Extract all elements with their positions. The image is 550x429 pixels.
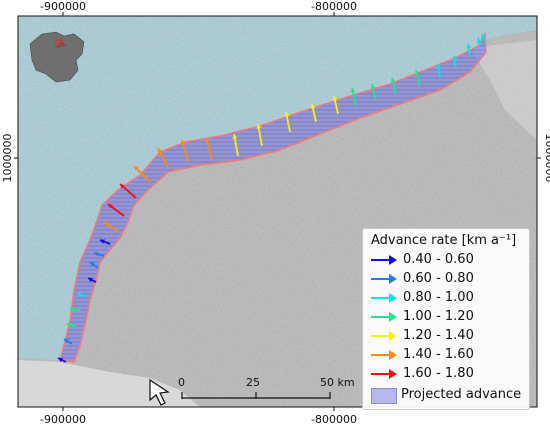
advance-arrow [89,261,99,269]
advance-arrow [107,203,125,217]
advance-arrow [204,137,213,161]
legend-arrow-icon [371,255,397,265]
advance-arrow [350,87,357,107]
legend-arrow-icon [371,369,397,379]
legend-item-label: 1.60 - 1.80 [403,366,474,381]
scale-label-0: 0 [178,376,185,389]
advance-arrow [66,322,77,328]
legend-item: 0.80 - 1.00 [363,289,523,308]
advance-arrow [133,165,151,183]
legend-item: 1.40 - 1.60 [363,346,523,365]
ice-front-line [73,51,487,363]
legend-item: 0.40 - 0.60 [363,251,523,270]
legend-title: Advance rate [km a⁻¹] [371,233,517,248]
advance-arrows [57,33,486,363]
legend-item-label: 1.20 - 1.40 [403,328,474,343]
advance-arrow [87,277,97,283]
legend-item: 1.00 - 1.20 [363,308,523,327]
advance-arrow [466,43,472,57]
advance-arrow [76,292,87,298]
y-tick-right: 1000000 [543,134,550,183]
legend-arrow-icon [371,312,397,322]
north-arrow-icon [149,378,170,406]
advance-arrow [99,239,111,245]
x-tick-top-0: -900000 [40,0,86,13]
advance-arrow [57,357,67,363]
advance-arrow [63,338,73,345]
scale-label-50: 50 km [320,376,355,389]
advance-arrow [232,133,239,157]
legend-item: 1.20 - 1.40 [363,327,523,346]
x-tick-top-1: -800000 [311,0,357,13]
x-tick-bottom-1: -800000 [311,413,357,426]
x-ticks-bottom: -900000 -800000 [40,407,357,426]
advance-arrow [452,55,458,69]
projected-advance-swatch [371,388,397,404]
legend-arrow-icon [371,331,397,341]
advance-arrow [370,83,377,101]
legend: Advance rate [km a⁻¹] 0.40 - 0.60 0.60 - … [362,228,530,410]
legend-item: 0.60 - 0.80 [363,270,523,289]
advance-arrow [256,123,263,147]
advance-arrow [310,103,317,123]
legend-arrow-icon [371,293,397,303]
y-tick-left: 1000000 [1,134,14,183]
advance-arrow [390,77,397,95]
advance-arrow [332,95,339,115]
map-frame [17,15,538,408]
advance-arrow [93,251,105,257]
scale-bar: 0 25 50 km [178,376,355,399]
advance-arrow [103,221,119,233]
legend-item-label: 0.60 - 0.80 [403,271,474,286]
advance-arrow [476,37,482,47]
legend-item-label: 0.40 - 0.60 [403,252,474,267]
legend-item-label: 0.80 - 1.00 [403,290,474,305]
legend-arrow-icon [371,274,397,284]
y-ticks: 1000000 1000000 [1,134,550,183]
x-tick-bottom-0: -900000 [40,413,86,426]
advance-arrow [481,33,486,41]
advance-arrow [180,139,189,163]
advance-arrow [284,111,291,133]
legend-item: 1.60 - 1.80 [363,365,523,384]
advance-arrow [157,147,169,169]
antarctica-locator-icon [29,31,85,83]
legend-item-label: 1.00 - 1.20 [403,309,474,324]
projected-advance-label: Projected advance [401,387,522,402]
advance-arrow [69,307,81,312]
legend-item-label: 1.40 - 1.60 [403,347,474,362]
legend-arrow-icon [371,350,397,360]
advance-arrow [119,183,137,199]
advance-arrow [414,69,421,87]
advance-arrow [436,63,441,79]
x-ticks-top: -900000 -800000 [40,0,357,16]
scale-label-25: 25 [246,376,260,389]
